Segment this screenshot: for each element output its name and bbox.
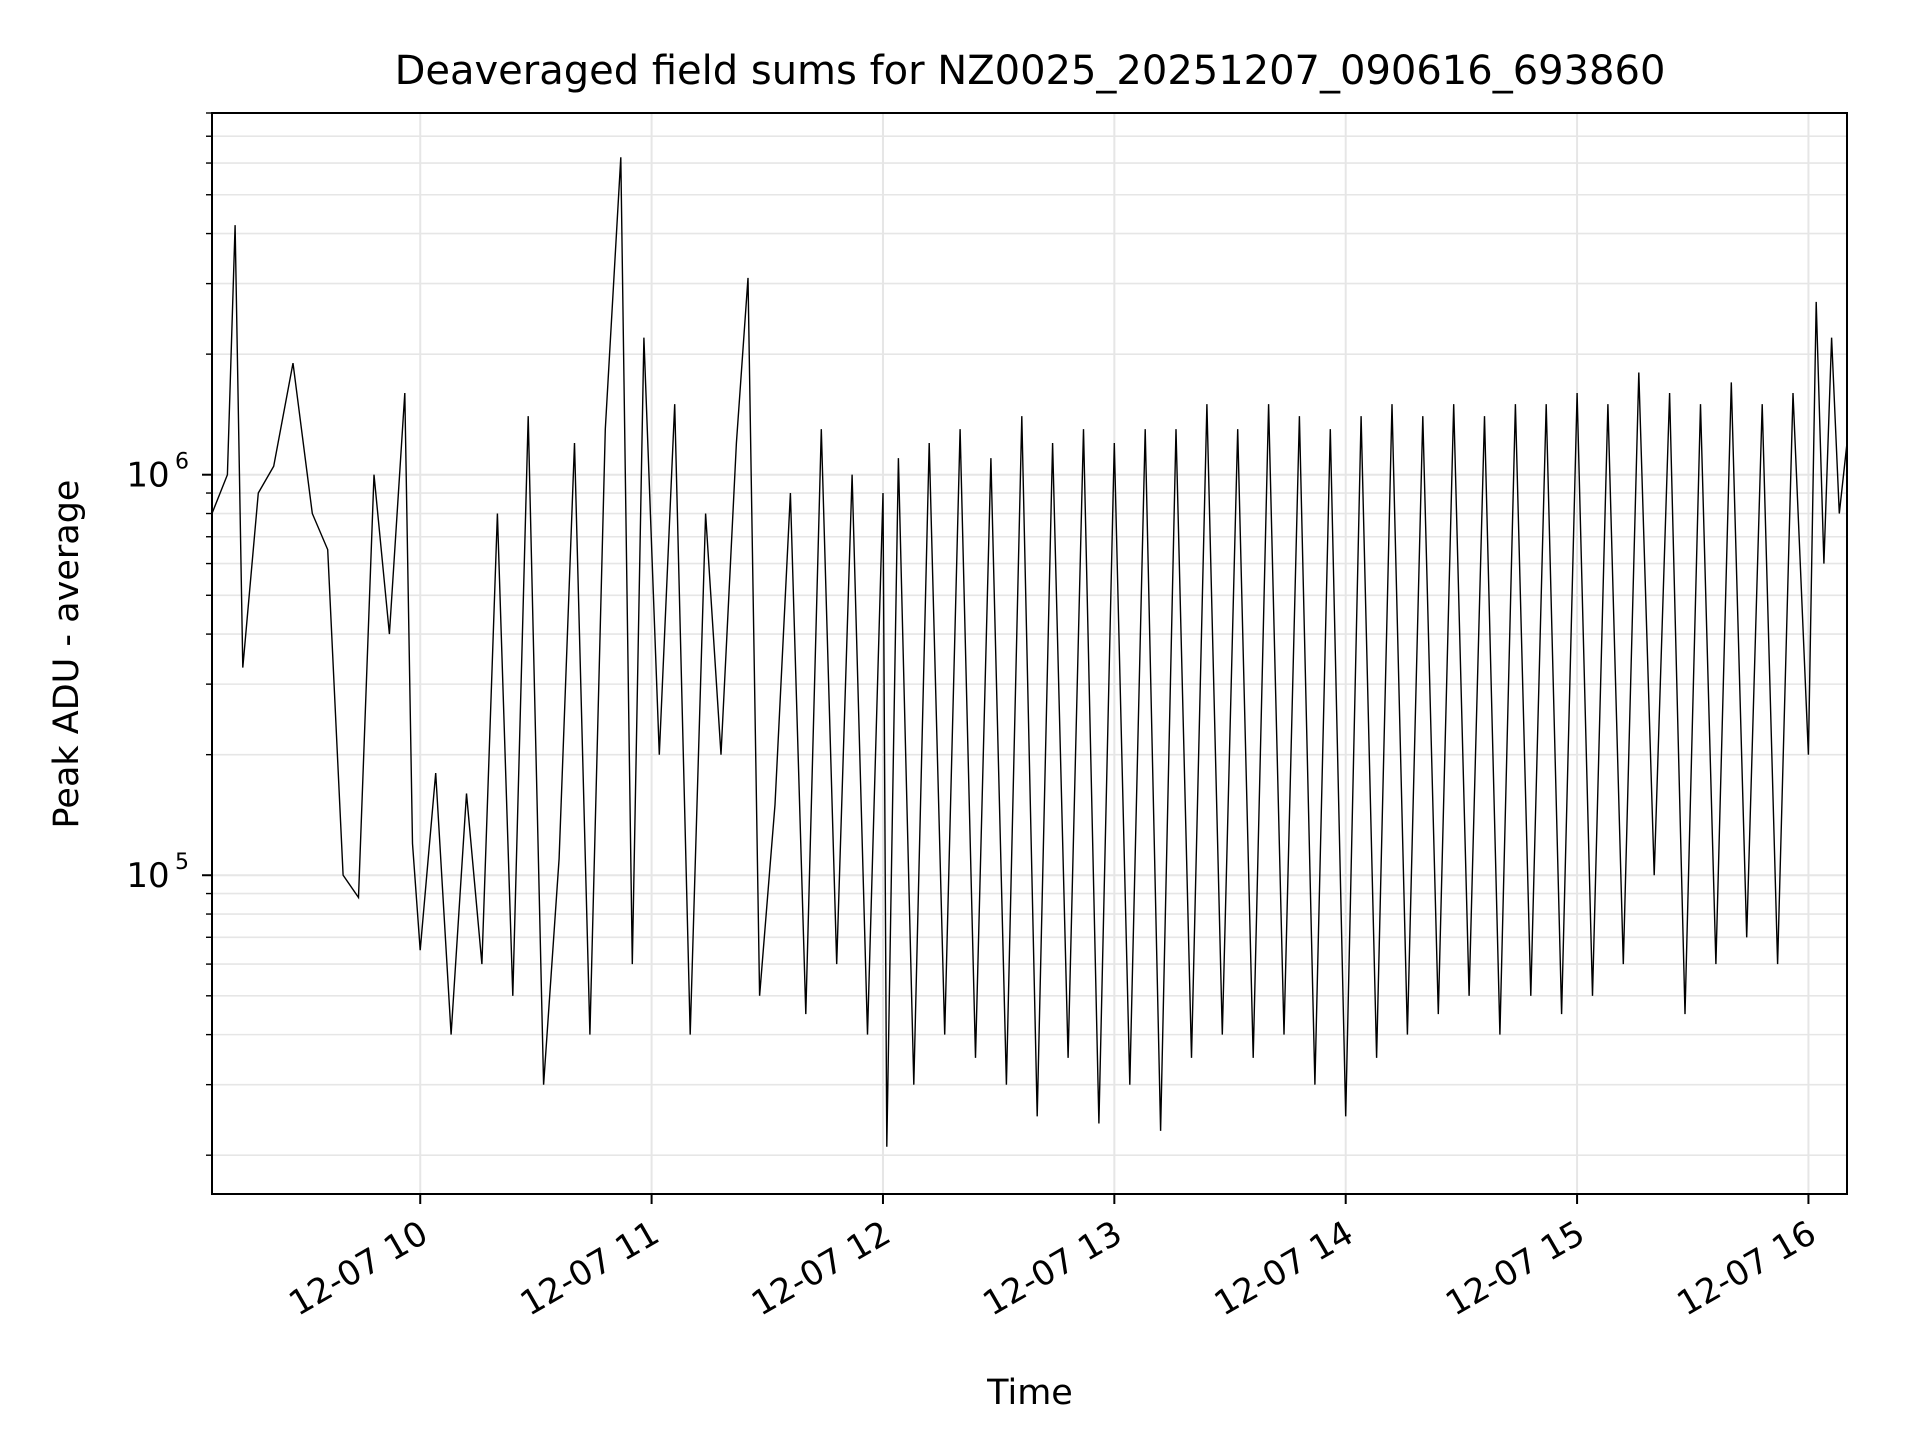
series-line bbox=[211, 157, 1848, 1147]
plot-area-background bbox=[212, 113, 1847, 1194]
plot-frame bbox=[211, 112, 1848, 1195]
y-tick-label: 10 bbox=[126, 856, 169, 896]
series-layer bbox=[211, 157, 1848, 1147]
x-axis-label: Time bbox=[986, 1373, 1073, 1413]
y-tick-exponent: 5 bbox=[175, 850, 189, 875]
y-axis-label: Peak ADU - average bbox=[47, 480, 87, 829]
y-tick-label: 10 bbox=[126, 456, 169, 496]
chart-title: Deaveraged field sums for NZ0025_2025120… bbox=[395, 48, 1666, 94]
y-tick-exponent: 6 bbox=[175, 450, 189, 475]
